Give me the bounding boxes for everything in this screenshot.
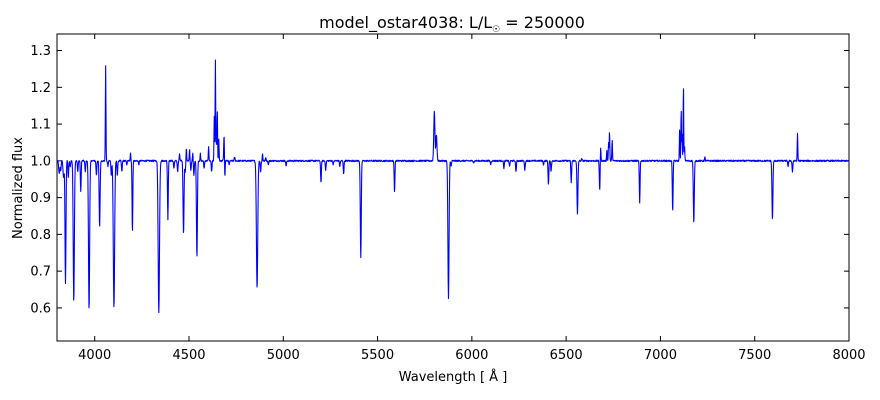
x-tick-label: 6000 [455,348,488,363]
y-axis-ticks: 0.6 0.7 0.8 0.9 1.0 1.1 1.2 1.3 [30,44,849,316]
y-tick-label: 0.6 [30,301,51,316]
title-main: model_ostar4038: L/L [319,13,492,33]
plot-frame [56,33,850,342]
y-tick-label: 1.3 [30,44,51,59]
x-tick-label: 7500 [738,348,771,363]
x-tick-label: 4500 [172,348,205,363]
x-tick-label: 4000 [78,348,111,363]
plot-area: 4000 4500 5000 5500 6000 6500 7000 7500 8000 0.6… [30,33,866,363]
y-tick-label: 1.1 [30,118,51,133]
title-subscript: ☉ [492,25,500,35]
y-tick-label: 0.8 [30,228,51,243]
y-tick-label: 0.7 [30,265,51,280]
x-axis-ticks: 4000 4500 5000 5500 6000 6500 7000 7500 8000 [78,34,866,363]
x-tick-label: 5000 [267,348,300,363]
title-tail: = 250000 [500,13,585,32]
x-axis-label: Wavelength [ Å ] [399,369,508,385]
x-tick-label: 8000 [832,348,865,363]
y-tick-label: 1.2 [30,81,51,96]
y-tick-label: 1.0 [30,154,51,169]
y-axis-label: Normalized flux [11,137,26,239]
x-tick-label: 7000 [644,348,677,363]
series-line [56,59,850,314]
x-tick-label: 5500 [361,348,394,363]
x-tick-label: 6500 [550,348,583,363]
chart-title: model_ostar4038: L/L☉ = 250000 [319,13,585,35]
y-tick-label: 0.9 [30,191,51,206]
